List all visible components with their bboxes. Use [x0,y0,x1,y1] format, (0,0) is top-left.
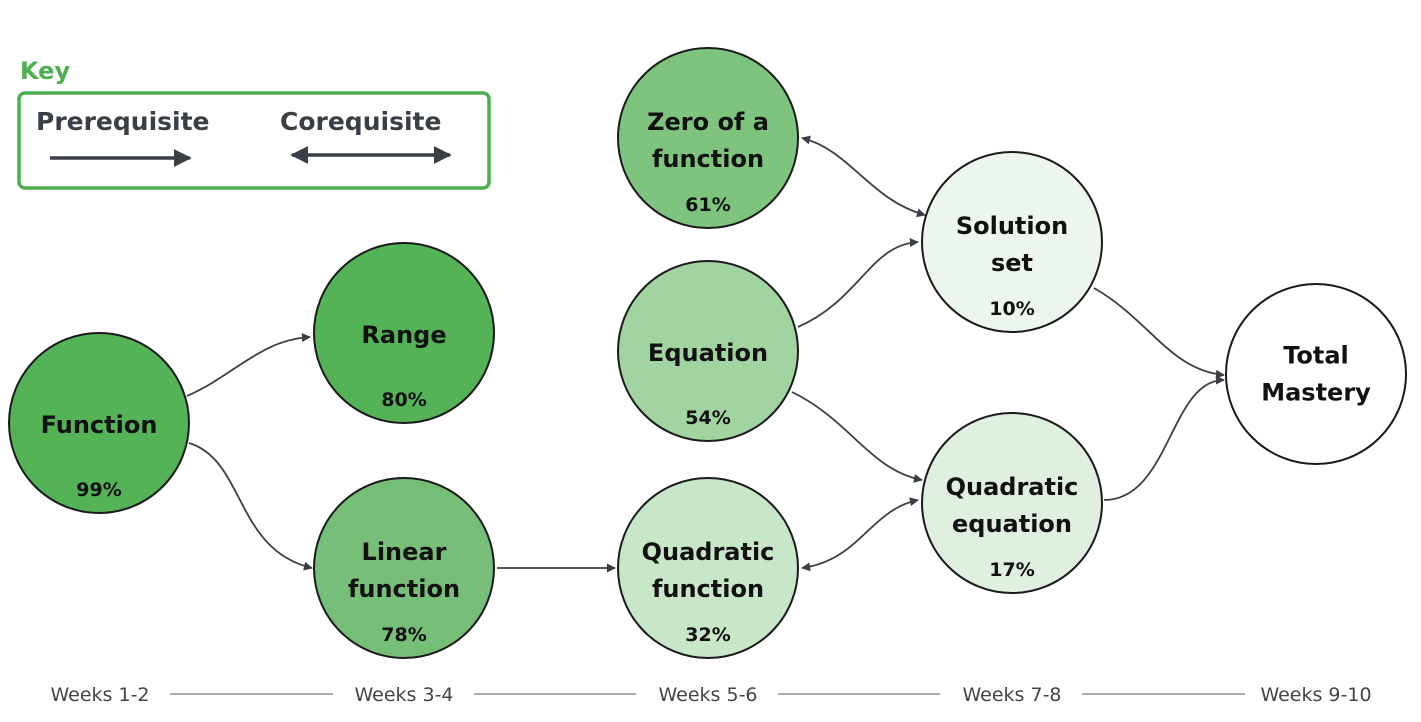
node-percent-equation: 54% [685,407,730,429]
node-zero-of-a-function[interactable]: Zero of a function 61% [617,47,799,229]
legend: Key Prerequisite Corequisite [17,57,491,190]
prerequisite-edge-quadratic-equation-to-total-mastery [1103,375,1225,501]
node-range[interactable]: Range 80% [313,242,495,424]
legend-title: Key [20,57,70,85]
node-label-solution-set-line-1: set [991,249,1033,277]
node-linear-function[interactable]: Linear function 78% [313,477,495,659]
node-label-total-mastery-line-1: Mastery [1261,379,1371,407]
node-percent-quadratic-equation: 17% [989,559,1034,581]
node-percent-function: 99% [76,479,121,501]
legend-box [17,91,491,190]
node-percent-linear-function: 78% [381,624,426,646]
node-label-linear-function-line-0: Linear [362,538,447,566]
timeline-label-1: Weeks 1-2 [50,684,149,706]
corequisite-edge-quadratic-function-to-quadratic-equation [801,497,919,572]
node-circle-range [313,242,495,424]
node-circle-total-mastery [1225,283,1407,465]
node-label-function-line-0: Function [41,411,158,439]
prerequisite-edge-equation-to-solution-set [797,238,919,328]
node-function[interactable]: Function 99% [8,332,190,514]
node-circle-function [8,332,190,514]
timeline-label-3: Weeks 5-6 [658,684,757,706]
node-label-quadratic-function-line-1: function [652,575,764,603]
node-percent-zero-of-a-function: 61% [685,194,730,216]
legend-corequisite-label: Corequisite [280,107,441,136]
node-total-mastery[interactable]: Total Mastery [1225,283,1407,465]
node-percent-range: 80% [381,389,426,411]
nodes: Function 99% Range 80% Linear function 78% Zero… [8,47,1407,659]
node-circle-equation [617,260,799,442]
node-label-range-line-0: Range [361,321,446,349]
node-label-zero-of-a-function-line-1: function [652,145,764,173]
node-circle-linear-function [313,477,495,659]
node-quadratic-equation[interactable]: Quadratic equation 17% [921,412,1103,594]
node-label-linear-function-line-1: function [348,575,460,603]
node-equation[interactable]: Equation 54% [617,260,799,442]
node-solution-set[interactable]: Solution set 10% [921,151,1103,333]
node-label-quadratic-equation-line-0: Quadratic [946,473,1079,501]
timeline-label-5: Weeks 9-10 [1260,684,1371,706]
prerequisite-edge-equation-to-quadratic-equation [791,391,923,483]
prerequisite-edge-function-to-linear-function [188,442,313,571]
node-percent-solution-set: 10% [989,298,1034,320]
timeline: Weeks 1-2 Weeks 3-4 Weeks 5-6 Weeks 7-8 Week… [50,684,1371,706]
prerequisite-edge-solution-set-to-total-mastery [1093,287,1225,379]
node-circle-quadratic-equation [921,412,1103,594]
node-label-zero-of-a-function-line-0: Zero of a [647,108,769,136]
node-circle-quadratic-function [617,477,799,659]
node-label-equation-line-0: Equation [648,339,768,367]
corequisite-edge-zero-of-a-function-to-solution-set [801,135,926,218]
timeline-label-2: Weeks 3-4 [354,684,453,706]
node-label-quadratic-function-line-0: Quadratic [642,538,775,566]
prerequisite-edge-function-to-range [186,332,311,397]
node-label-quadratic-equation-line-1: equation [952,510,1072,538]
legend-prerequisite-label: Prerequisite [36,107,210,136]
node-percent-quadratic-function: 32% [685,624,730,646]
node-circle-solution-set [921,151,1103,333]
node-quadratic-function[interactable]: Quadratic function 32% [617,477,799,659]
node-circle-zero-of-a-function [617,47,799,229]
node-label-total-mastery-line-0: Total [1283,342,1349,370]
node-label-solution-set-line-0: Solution [956,212,1068,240]
edges [186,135,1225,573]
timeline-label-4: Weeks 7-8 [962,684,1061,706]
